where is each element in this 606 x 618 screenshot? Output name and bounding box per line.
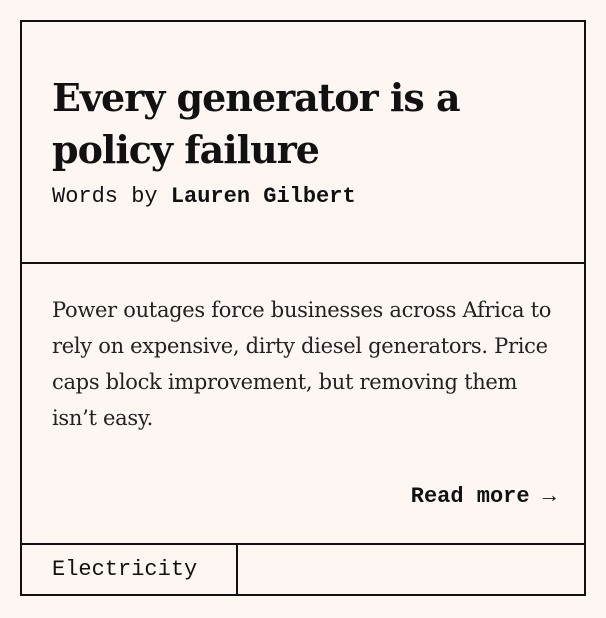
category-tag[interactable]: Electricity bbox=[22, 545, 238, 594]
card-footer: Electricity bbox=[22, 543, 584, 594]
article-title[interactable]: Every generator is a policy failure bbox=[52, 75, 461, 172]
read-more-link[interactable]: Read more → bbox=[410, 484, 556, 509]
article-card: Every generator is a policy failure Word… bbox=[20, 20, 586, 596]
article-summary: Power outages force businesses across Af… bbox=[52, 298, 552, 430]
byline-prefix: Words by bbox=[52, 184, 158, 209]
byline: Words by Lauren Gilbert bbox=[52, 184, 356, 209]
author-name[interactable]: Lauren Gilbert bbox=[170, 184, 356, 209]
card-header: Every generator is a policy failure Word… bbox=[22, 22, 584, 264]
